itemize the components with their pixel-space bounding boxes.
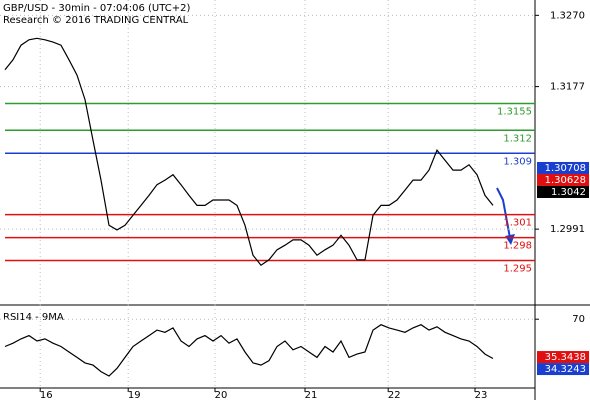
level-label: 1.3155: [497, 106, 532, 117]
x-tick-label: 22: [388, 390, 401, 400]
level-label: 1.309: [503, 156, 532, 167]
y-tick-label: 1.3177: [550, 82, 585, 93]
price-marker: [537, 363, 589, 376]
level-label: 1.298: [503, 241, 532, 252]
y-tick-label: 1.3270: [550, 10, 585, 21]
x-tick-label: 20: [215, 390, 228, 400]
price-marker-label: 1.30628: [545, 175, 586, 186]
x-tick-label: 23: [475, 390, 488, 400]
chart-subtitle: Research © 2016 TRADING CENTRAL: [3, 15, 189, 26]
price-marker: [537, 161, 589, 174]
price-marker: [537, 173, 589, 186]
x-tick-label: 16: [40, 390, 53, 400]
level-label: 1.295: [503, 264, 532, 275]
forecast-arrow-head: [505, 234, 515, 245]
price-marker: [537, 351, 589, 364]
y-tick-label: 70: [572, 314, 585, 325]
x-tick-label: 21: [305, 390, 318, 400]
price-marker-label: 35.3438: [545, 352, 586, 363]
price-marker-label: 1.30708: [545, 163, 586, 174]
price-marker-label: 34.3243: [545, 364, 586, 375]
price-marker: [537, 185, 589, 198]
rsi-title: RSI14 - 9MA: [3, 312, 64, 323]
y-tick-label: 1.2991: [550, 224, 585, 235]
x-tick-label: 19: [128, 390, 141, 400]
price-line: [4, 37, 494, 267]
level-label: 1.301: [503, 218, 532, 229]
level-label: 1.312: [503, 133, 532, 144]
price-line: [4, 324, 494, 377]
forecast-arrow: [496, 187, 511, 239]
chart-title: GBP/USD - 30min - 07:04:06 (UTC+2): [3, 3, 190, 14]
price-marker-label: 1.3042: [551, 187, 586, 198]
